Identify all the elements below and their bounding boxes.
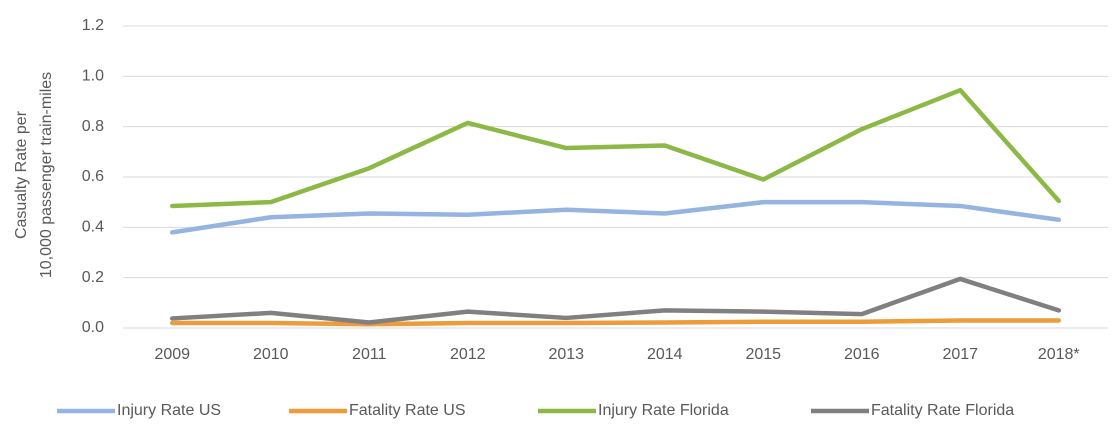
x-tick-label: 2010 [253, 346, 289, 363]
x-tick-label: 2016 [844, 346, 880, 363]
series-line [170, 318, 1061, 327]
x-tick-label: 2013 [548, 346, 584, 363]
x-tick-label: 2009 [154, 346, 190, 363]
y-tick-label: 0.6 [82, 168, 104, 185]
legend-label: Fatality Rate Florida [871, 402, 1014, 419]
y-tick-label: 1.2 [82, 17, 104, 34]
series-line [170, 199, 1061, 235]
x-tick-label: 2018* [1038, 346, 1080, 363]
y-tick-label: 0.8 [82, 118, 104, 135]
series-line [170, 87, 1061, 209]
y-tick-label: 1.0 [82, 68, 104, 85]
y-axis-label: Casualty Rate per [13, 110, 30, 239]
x-tick-label: 2015 [745, 346, 781, 363]
y-axis-label: 10,000 passenger train-miles [38, 72, 55, 278]
x-tick-label: 2014 [647, 346, 683, 363]
x-tick-label: 2011 [352, 346, 387, 363]
y-tick-label: 0.4 [82, 219, 104, 236]
x-tick-label: 2017 [942, 346, 978, 363]
legend-label: Injury Rate Florida [598, 402, 729, 419]
series-line [170, 276, 1061, 325]
y-tick-label: 0.0 [82, 319, 104, 336]
legend-label: Injury Rate US [117, 402, 221, 419]
x-tick-label: 2012 [450, 346, 486, 363]
legend-label: Fatality Rate US [349, 402, 465, 419]
y-tick-label: 0.2 [82, 269, 104, 286]
